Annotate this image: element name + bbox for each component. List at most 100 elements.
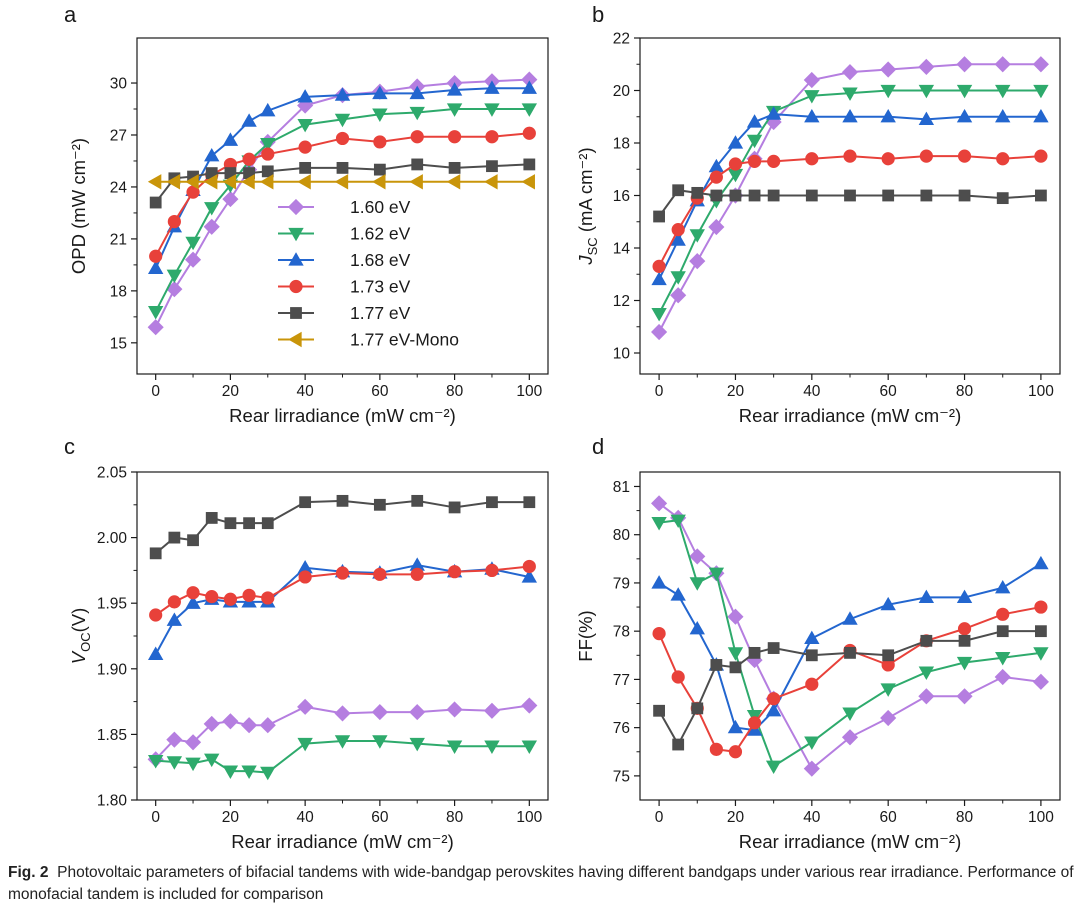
x-tick-label: 60 [880, 383, 898, 400]
data-point [843, 149, 857, 163]
data-point [204, 147, 220, 162]
data-point [297, 118, 313, 133]
panel-a: a 0 20 40 60 80 100 15 18 21 24 27 30 Rear lirradianc… [64, 2, 549, 426]
data-point [727, 647, 744, 661]
data-point [765, 106, 782, 120]
x-tick-label: 40 [297, 809, 315, 826]
y-tick-label: 21 [110, 231, 127, 248]
legend-marker [290, 307, 302, 319]
data-point [956, 688, 973, 705]
data-point [689, 577, 705, 591]
y-tick-label: 75 [613, 768, 630, 785]
data-point [411, 494, 424, 507]
series-line [658, 562, 1042, 732]
data-point [260, 137, 276, 152]
x-tick-label: 100 [1028, 809, 1054, 826]
data-point [521, 80, 538, 94]
data-point [729, 661, 742, 674]
data-point [842, 108, 858, 123]
data-point [149, 547, 162, 560]
data-point [708, 218, 725, 236]
data-point [373, 567, 387, 581]
data-point [260, 766, 276, 781]
y-axis-label: JSC (mA cm⁻²) [575, 147, 600, 265]
data-point [411, 158, 424, 171]
x-tick-label: 20 [222, 383, 240, 400]
data-point [672, 738, 685, 751]
data-point [709, 742, 723, 756]
data-point [522, 559, 536, 574]
data-point [166, 612, 183, 626]
data-point [653, 704, 665, 717]
data-point [996, 607, 1010, 621]
series-line [155, 499, 530, 555]
data-point [727, 719, 744, 734]
data-point [185, 236, 201, 251]
data-point [880, 596, 896, 611]
data-point [523, 496, 536, 509]
data-point [243, 517, 255, 530]
data-point [446, 701, 463, 718]
data-point [995, 579, 1011, 594]
data-point [261, 517, 274, 530]
data-point [168, 531, 181, 544]
series-line [658, 606, 1042, 753]
series-line [154, 108, 530, 313]
data-point [242, 588, 256, 602]
data-point [259, 174, 274, 190]
legend-label: 1.77 eV-Mono [350, 330, 459, 350]
x-tick-label: 40 [297, 383, 315, 400]
series-1-68-ev [651, 555, 1049, 736]
y-tick-label: 15 [110, 335, 127, 352]
data-point [709, 170, 723, 184]
data-point [224, 517, 237, 530]
data-point [242, 152, 256, 166]
data-point [882, 189, 895, 202]
data-point [652, 626, 666, 641]
data-point [727, 608, 744, 625]
data-point [261, 147, 275, 161]
legend-label: 1.77 eV [350, 303, 411, 323]
y-tick-label: 1.90 [97, 661, 128, 678]
y-tick-label: 1.80 [97, 793, 128, 810]
data-point [373, 163, 386, 176]
data-point [748, 189, 761, 202]
legend-item-1-68-ev: 1.68 eV [278, 250, 411, 270]
caption-label: Fig. 2 [8, 864, 49, 881]
data-point [484, 80, 500, 94]
data-point [297, 698, 314, 715]
legend-marker [288, 331, 302, 348]
data-point [241, 717, 258, 734]
data-point [956, 656, 973, 671]
data-point [1032, 56, 1049, 73]
data-point [689, 229, 705, 243]
y-tick-label: 1.85 [97, 727, 127, 744]
data-point [1035, 189, 1047, 202]
panel-letter-a: a [64, 2, 77, 27]
series-1-73-ev [652, 149, 1048, 273]
data-point [372, 174, 386, 190]
data-point [957, 149, 972, 163]
data-point [880, 84, 896, 99]
data-point [185, 595, 201, 609]
x-axis-label: Rear irradiance (mW cm⁻²) [739, 405, 962, 426]
series-line [658, 89, 1041, 315]
data-point [205, 512, 218, 524]
data-point [729, 189, 742, 202]
data-point [336, 161, 349, 174]
x-axis-label: Rear irradiance (mW cm⁻²) [739, 831, 962, 852]
data-point [187, 534, 199, 547]
data-point [994, 56, 1011, 73]
data-point [335, 566, 350, 580]
data-point [918, 666, 935, 680]
data-point [409, 174, 423, 190]
data-point [410, 567, 424, 581]
x-tick-label: 20 [222, 809, 240, 826]
data-point [147, 754, 164, 769]
data-point [147, 174, 162, 190]
data-point [670, 514, 686, 529]
data-point [1033, 108, 1049, 123]
data-point [651, 575, 667, 589]
series-1-73-ev [149, 559, 536, 622]
data-point [918, 688, 935, 705]
